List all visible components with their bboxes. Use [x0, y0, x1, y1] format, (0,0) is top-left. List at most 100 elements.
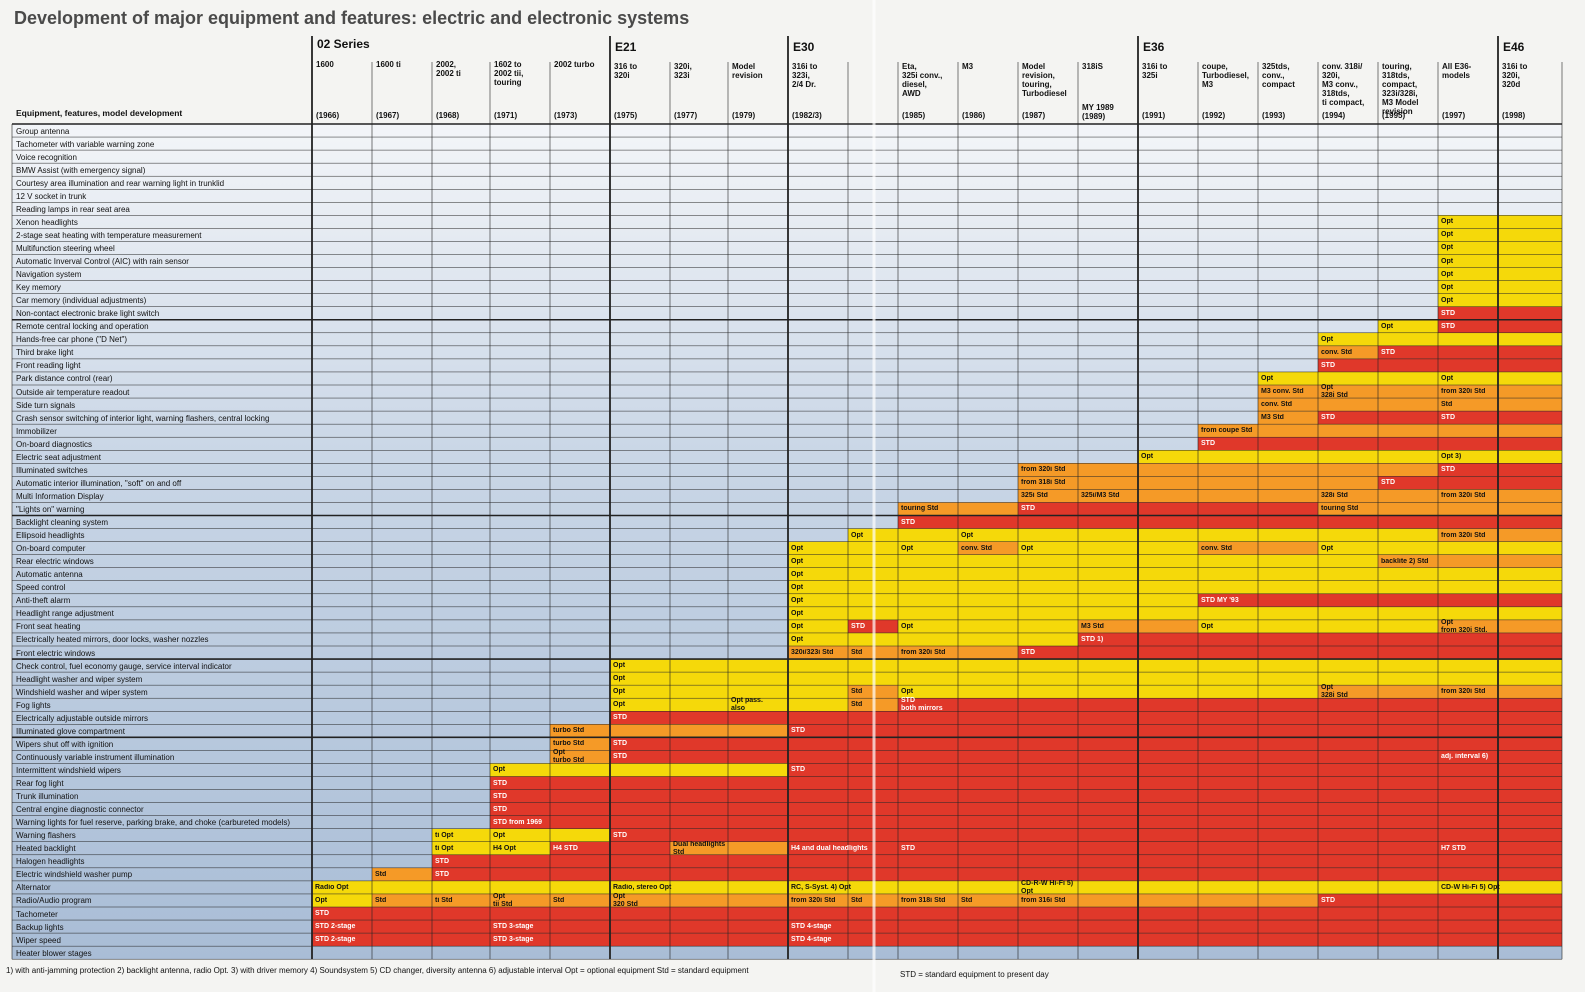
cell-fill	[1318, 502, 1562, 516]
cell-text: STD 4-stage	[791, 936, 832, 944]
cell-fill	[1258, 385, 1318, 399]
cell-text: Std	[1441, 401, 1453, 409]
feature-label: Tachometer with variable warning zone	[16, 139, 155, 149]
cell-text: Opt	[1441, 218, 1454, 226]
cell-fill	[372, 867, 432, 881]
cell-fill	[1438, 463, 1562, 477]
feature-label: Halogen headlights	[16, 857, 85, 867]
cell-text: from 320i Std	[1441, 492, 1486, 500]
cell-fill	[788, 554, 1378, 568]
cell-text: Opt	[1381, 322, 1394, 330]
cell-fill	[312, 880, 610, 894]
cell-fill	[898, 685, 1318, 699]
cell-fill	[898, 619, 1078, 633]
cell-text: Opt	[901, 622, 914, 630]
cell-fill	[610, 880, 788, 894]
feature-label: Automatic Inverval Control (AIC) with ra…	[16, 257, 189, 266]
model-name: Model revision	[732, 62, 763, 80]
feature-label: Tachometer	[16, 909, 58, 919]
feature-label: Side turn signals	[16, 400, 76, 410]
model-name: 318iS	[1082, 62, 1103, 71]
cell-text: Opt	[1321, 544, 1334, 552]
cell-fill	[1378, 554, 1562, 568]
model-name: All E36- models	[1442, 62, 1472, 80]
cell-fill	[1438, 254, 1562, 268]
cell-fill	[490, 933, 788, 947]
cell-text: STD	[493, 792, 507, 800]
feature-label: Trunk illumination	[16, 792, 79, 802]
cell-text: CD-R-W Hi-Fi 5) Opt	[1021, 879, 1074, 895]
cell-fill	[490, 841, 550, 855]
feature-label: Rear fog light	[16, 779, 64, 788]
cell-text: STD MY '93	[1201, 596, 1239, 604]
cell-text: 325i/M3 Std	[1081, 492, 1120, 500]
cell-text: ti Std	[435, 896, 453, 904]
model-year: (1968)	[436, 111, 460, 120]
cell-text: M3 Std	[1261, 414, 1284, 422]
model-name: 1600	[316, 60, 334, 69]
cell-fill	[1198, 593, 1562, 607]
cell-text: ti Opt	[435, 831, 454, 839]
cell-fill	[1258, 411, 1318, 425]
cell-text: Opt	[791, 570, 804, 578]
model-name: conv. 318i/ 320i, M3 conv., 318tds, ti c…	[1322, 62, 1365, 107]
cell-fill	[788, 580, 1562, 594]
cell-fill	[1318, 345, 1378, 359]
cell-text: STD from 1969	[493, 818, 543, 826]
feature-label: Illuminated glove compartment	[16, 726, 125, 736]
feature-label: Continuously variable instrument illumin…	[16, 752, 175, 762]
feature-label: 2-stage seat heating with temperature me…	[16, 230, 202, 240]
cell-fill	[1438, 293, 1562, 307]
cell-fill	[1438, 880, 1562, 894]
cell-text: Opt	[613, 675, 626, 683]
cell-text: from 320i Std	[1021, 466, 1066, 474]
cell-text: Opt	[901, 544, 914, 552]
feature-label: Multi Information Display	[16, 491, 104, 501]
cell-fill	[1258, 398, 1438, 412]
cell-text: H4 Opt	[493, 844, 516, 852]
feature-label: Illuminated switches	[16, 465, 88, 475]
cell-text: Opt	[851, 531, 864, 539]
feature-label: Heated backlight	[16, 844, 76, 854]
cell-fill	[1438, 750, 1562, 764]
cell-text: touring Std	[1321, 505, 1359, 513]
cell-text: Std	[851, 649, 863, 656]
cell-text: STD	[791, 766, 805, 774]
cell-fill	[1018, 893, 1318, 907]
feature-label: Automatic antenna	[16, 570, 83, 580]
model-name: Model revision, touring, Turbodiesel	[1022, 62, 1067, 98]
cell-text: STD	[1321, 896, 1335, 904]
feature-label: Car memory (individual adjustments)	[16, 296, 147, 306]
cell-text: Opt	[901, 688, 914, 696]
model-year: (1995)	[1382, 111, 1406, 120]
model-name: 316i to 325i	[1142, 62, 1168, 80]
cell-fill	[432, 841, 490, 855]
cell-fill	[788, 541, 898, 555]
cell-text: Std	[375, 870, 387, 878]
cell-text: 320i/323i Std	[791, 649, 834, 656]
cell-text: turbo Std	[553, 727, 585, 735]
cell-fill	[1438, 319, 1562, 333]
feature-label: Xenon headlights	[16, 217, 78, 227]
feature-label: Voice recognition	[16, 152, 77, 162]
cell-text: touring Std	[901, 505, 939, 513]
cell-text: Opt	[613, 701, 626, 709]
feature-label: Front electric windows	[16, 648, 96, 658]
feature-label: Electrically adjustable outside mirrors	[16, 713, 149, 723]
cell-fill	[432, 854, 1562, 868]
cell-fill	[1438, 528, 1562, 542]
cell-fill	[490, 893, 550, 907]
cell-fill	[1318, 358, 1562, 372]
model-name: coupe, Turbodiesel, M3	[1202, 62, 1249, 89]
series-label: E30	[793, 40, 815, 54]
cell-fill	[550, 737, 610, 751]
cell-text: Opt	[791, 544, 804, 552]
cell-text: Std	[851, 688, 863, 696]
model-year: (1993)	[1262, 111, 1286, 120]
cell-text: from 318i Std	[901, 896, 946, 904]
cell-text: H7 STD	[1441, 844, 1466, 852]
cell-fill	[550, 750, 610, 764]
feature-label: Alternator	[16, 883, 51, 893]
feature-label: Electric seat adjustment	[16, 452, 101, 462]
